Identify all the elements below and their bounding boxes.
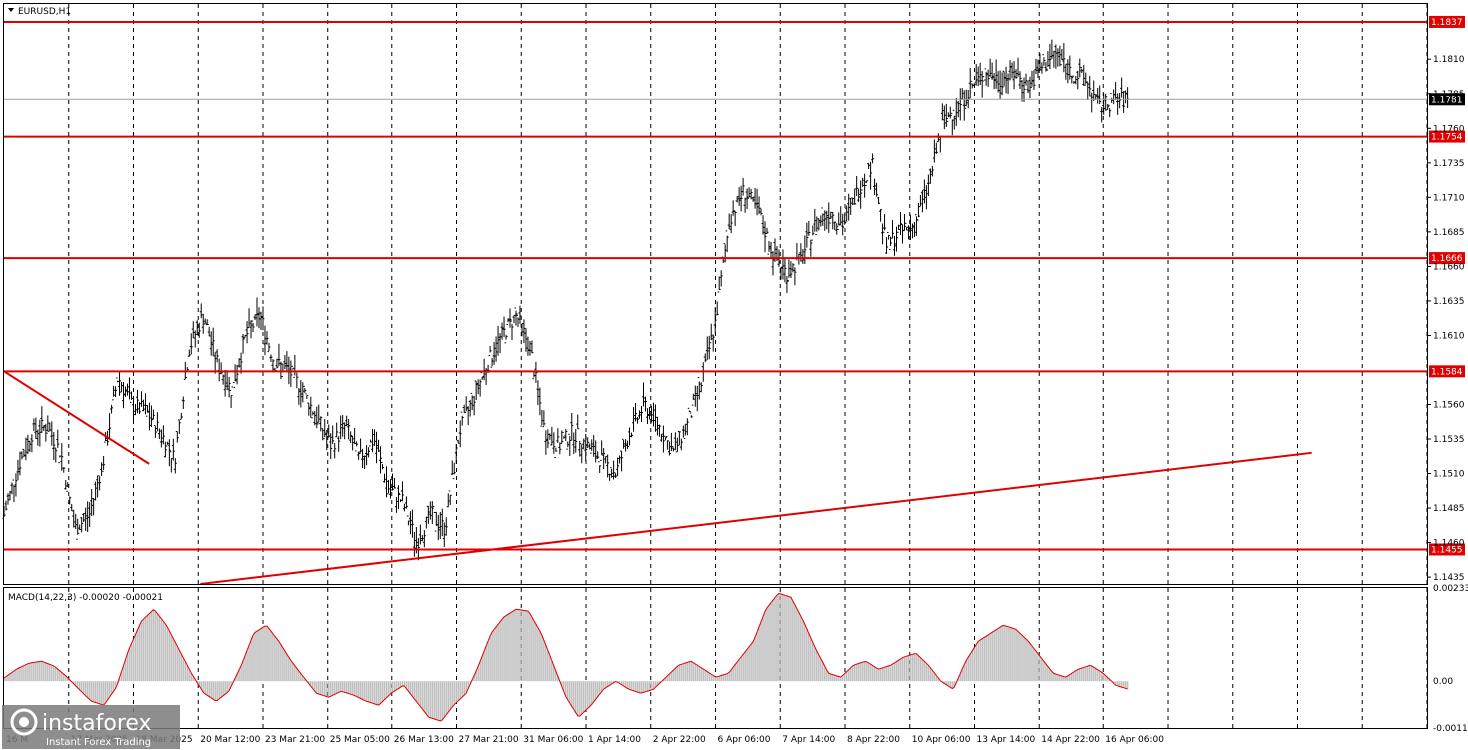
symbol-header-text: EURUSD,H1 [18, 7, 71, 17]
price-bars [2, 39, 1130, 561]
x-tick-label: 8 Apr 22:00 [847, 735, 900, 745]
macd-panel-frame [3, 587, 1428, 729]
symbol-header[interactable]: EURUSD,H1 [8, 7, 71, 17]
x-tick-label: 7 Apr 14:00 [782, 735, 835, 745]
macd-tick-label: 0.00233 [1433, 584, 1468, 594]
y-tick-label: 1.1710 [1433, 193, 1465, 203]
level-price-box [1429, 543, 1465, 556]
macd-signal-line [3, 592, 1128, 722]
x-tick-label: 25 Mar 05:00 [330, 735, 390, 745]
y-tick-label: 1.1760 [1433, 124, 1465, 134]
level-price-label: 1.1837 [1431, 18, 1463, 28]
macd-header-text: MACD(14,22,3) -0.00020 -0.00021 [8, 593, 163, 603]
level-price-box [1429, 252, 1465, 265]
gear-icon [10, 708, 38, 736]
level-price-label: 1.1455 [1431, 545, 1463, 555]
y-tick-label: 1.1685 [1433, 228, 1465, 238]
price-panel-frame [3, 3, 1428, 585]
gear-center-icon [19, 717, 29, 727]
y-tick-label: 1.1635 [1433, 297, 1465, 307]
level-price-box [1429, 365, 1465, 378]
x-tick-label: 6 Apr 06:00 [718, 735, 771, 745]
y-tick-label: 1.1660 [1433, 262, 1465, 272]
y-tick-label: 1.1435 [1433, 573, 1465, 583]
level-price-label: 1.1754 [1431, 133, 1463, 143]
dropdown-triangle-icon[interactable] [8, 8, 14, 12]
level-price-label: 1.1584 [1431, 367, 1463, 377]
x-tick-label: 27 Mar 21:00 [459, 735, 519, 745]
y-tick-label: 1.1610 [1433, 331, 1465, 341]
x-tick-label: 14 Apr 22:00 [1041, 735, 1100, 745]
level-price-box [1429, 130, 1465, 143]
y-tick-label: 1.1735 [1433, 159, 1465, 169]
y-tick-label: 1.1460 [1433, 539, 1465, 549]
y-tick-label: 1.1485 [1433, 504, 1465, 514]
x-tick-label: 23 Mar 21:00 [265, 735, 325, 745]
trendline-descending[interactable] [3, 370, 150, 465]
y-tick-label: 1.1785 [1433, 90, 1465, 100]
x-tick-label: 26 Mar 13:00 [394, 735, 454, 745]
x-tick-label: 16 Apr 06:00 [1105, 735, 1164, 745]
y-tick-label: 1.1810 [1433, 55, 1465, 65]
level-price-label: 1.1666 [1431, 254, 1463, 264]
support-resistance-levels: 1.1781 1.1837 1.1754 1.1666 1.1584 1.1455 [4, 15, 1465, 556]
macd-tick-label: 0.00 [1433, 677, 1453, 687]
current-price-label: 1.1781 [1431, 95, 1463, 105]
instaforex-watermark: instaforex Instant Forex Trading [2, 705, 180, 749]
current-price-box [1429, 93, 1465, 106]
x-tick-label: 20 Mar 12:00 [200, 735, 260, 745]
x-tick-label: 13 Apr 14:00 [976, 735, 1035, 745]
watermark-tagline: Instant Forex Trading [46, 737, 151, 748]
trendlines [3, 370, 1312, 585]
y-tick-label: 1.1510 [1433, 470, 1465, 480]
trendline-ascending[interactable] [200, 451, 1312, 585]
x-tick-label: 10 Apr 06:00 [912, 735, 971, 745]
macd-histogram [3, 592, 1129, 722]
y-tick-label: 1.1560 [1433, 400, 1465, 410]
x-tick-label: 2 Apr 22:00 [653, 735, 706, 745]
x-tick-label: 31 Mar 06:00 [523, 735, 583, 745]
x-tick-label: 1 Apr 14:00 [588, 735, 641, 745]
level-price-box [1429, 15, 1465, 28]
y-tick-label: 1.1535 [1433, 435, 1465, 445]
macd-tick-label: -0.00117 [1433, 724, 1468, 734]
watermark-brand: instaforex [42, 711, 152, 736]
